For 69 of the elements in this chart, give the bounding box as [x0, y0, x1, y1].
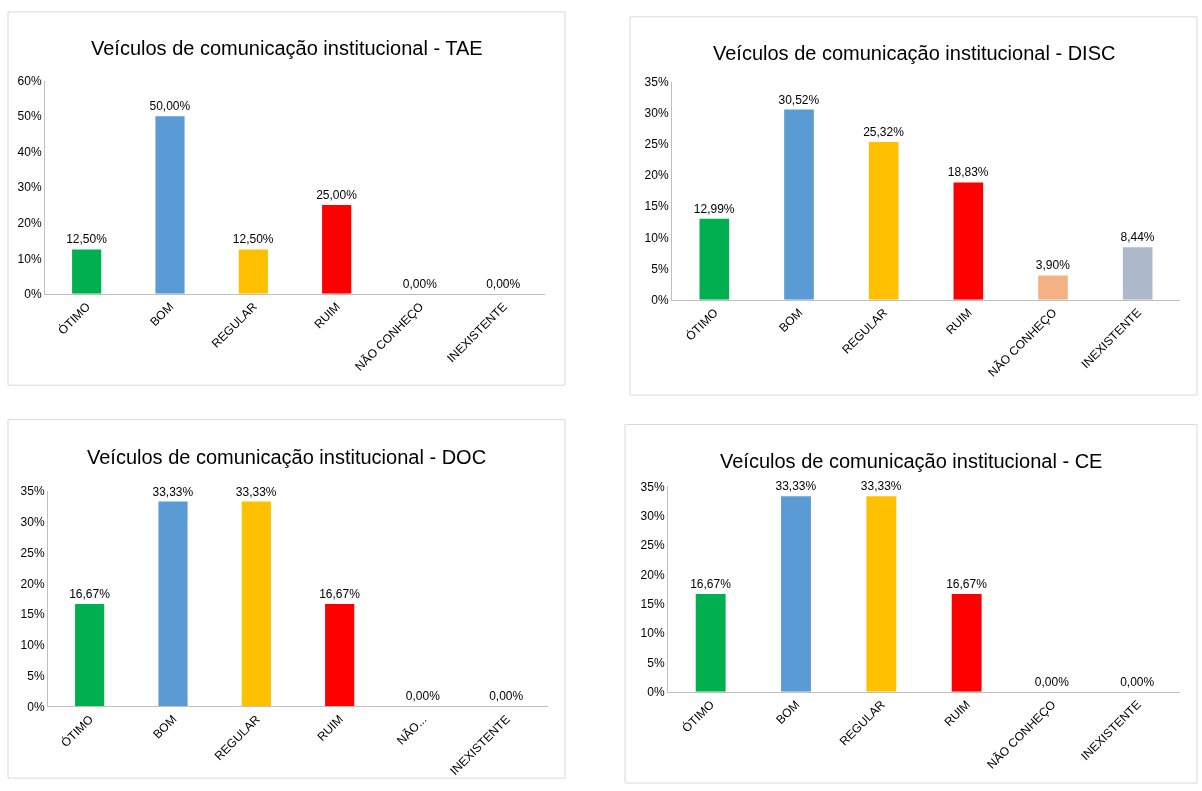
y-tick-label: 15%	[20, 607, 45, 622]
y-tick-label: 5%	[647, 655, 665, 670]
data-label: 25,32%	[863, 124, 905, 139]
y-tick-label: 20%	[20, 576, 45, 591]
y-tick-label: 15%	[640, 596, 665, 611]
bar	[1122, 247, 1153, 300]
y-tick-label: 35%	[644, 74, 669, 89]
data-label: 12,50%	[232, 232, 274, 247]
bar	[699, 218, 730, 300]
y-tick-label: 35%	[20, 484, 45, 499]
y-tick-label: 10%	[640, 626, 665, 641]
y-tick-label: 0%	[651, 292, 669, 307]
y-tick-label: 20%	[640, 567, 665, 582]
data-label: 0,00%	[486, 276, 521, 291]
data-label: 8,44%	[1120, 230, 1155, 245]
chart-title: Veículos de comunicação institucional - TAE	[91, 37, 483, 59]
y-tick-label: 25%	[644, 137, 669, 152]
y-tick-label: 10%	[644, 230, 669, 245]
data-label: 16,67%	[319, 586, 361, 601]
chart-title: Veículos de comunicação institucional - DISC	[713, 42, 1116, 64]
y-tick-label: 40%	[17, 144, 42, 159]
y-tick-label: 25%	[640, 538, 665, 553]
y-tick-label: 0%	[27, 699, 45, 714]
data-label: 33,33%	[775, 479, 817, 494]
bar	[868, 141, 899, 300]
y-tick-label: 30%	[20, 515, 45, 530]
data-label: 0,00%	[1120, 674, 1155, 689]
data-label: 33,33%	[152, 484, 194, 499]
data-label: 16,67%	[690, 576, 732, 591]
data-label: 18,83%	[947, 165, 989, 180]
y-tick-label: 0%	[647, 684, 665, 699]
y-tick-label: 60%	[17, 73, 42, 88]
data-label: 12,50%	[66, 232, 108, 247]
data-label: 30,52%	[778, 92, 820, 107]
data-label: 33,33%	[235, 484, 277, 499]
y-tick-label: 5%	[651, 261, 669, 276]
data-label: 33,33%	[860, 479, 902, 494]
data-label: 0,00%	[402, 276, 438, 291]
data-label: 50,00%	[149, 99, 191, 114]
bar	[238, 249, 268, 294]
y-tick-label: 30%	[17, 180, 42, 195]
data-label: 12,99%	[693, 201, 735, 216]
bar	[784, 109, 814, 300]
data-label: 16,67%	[946, 576, 988, 591]
bar	[72, 249, 102, 294]
bar	[1038, 275, 1068, 300]
data-label: 16,67%	[69, 586, 111, 601]
chart-title: Veículos de comunicação institucional - DOC	[87, 446, 487, 468]
y-tick-label: 50%	[17, 109, 42, 124]
y-tick-label: 30%	[640, 508, 665, 523]
y-tick-label: 20%	[644, 168, 669, 183]
y-tick-label: 5%	[27, 668, 45, 683]
data-label: 3,90%	[1035, 258, 1071, 273]
data-label: 25,00%	[316, 188, 358, 203]
y-tick-label: 10%	[17, 251, 42, 266]
data-label: 0,00%	[489, 689, 524, 704]
y-tick-label: 20%	[17, 215, 42, 230]
data-label: 0,00%	[1034, 674, 1070, 689]
y-tick-label: 30%	[644, 106, 669, 120]
data-label: 0,00%	[405, 689, 441, 704]
bar	[953, 182, 984, 300]
chart-title: Veículos de comunicação institucional - CE	[720, 450, 1103, 472]
y-tick-label: 15%	[644, 199, 669, 214]
y-tick-label: 35%	[640, 479, 665, 494]
bar	[322, 205, 352, 294]
y-tick-label: 25%	[20, 545, 45, 560]
bar	[155, 116, 185, 294]
y-tick-label: 0%	[24, 287, 42, 302]
y-tick-label: 10%	[20, 638, 45, 653]
